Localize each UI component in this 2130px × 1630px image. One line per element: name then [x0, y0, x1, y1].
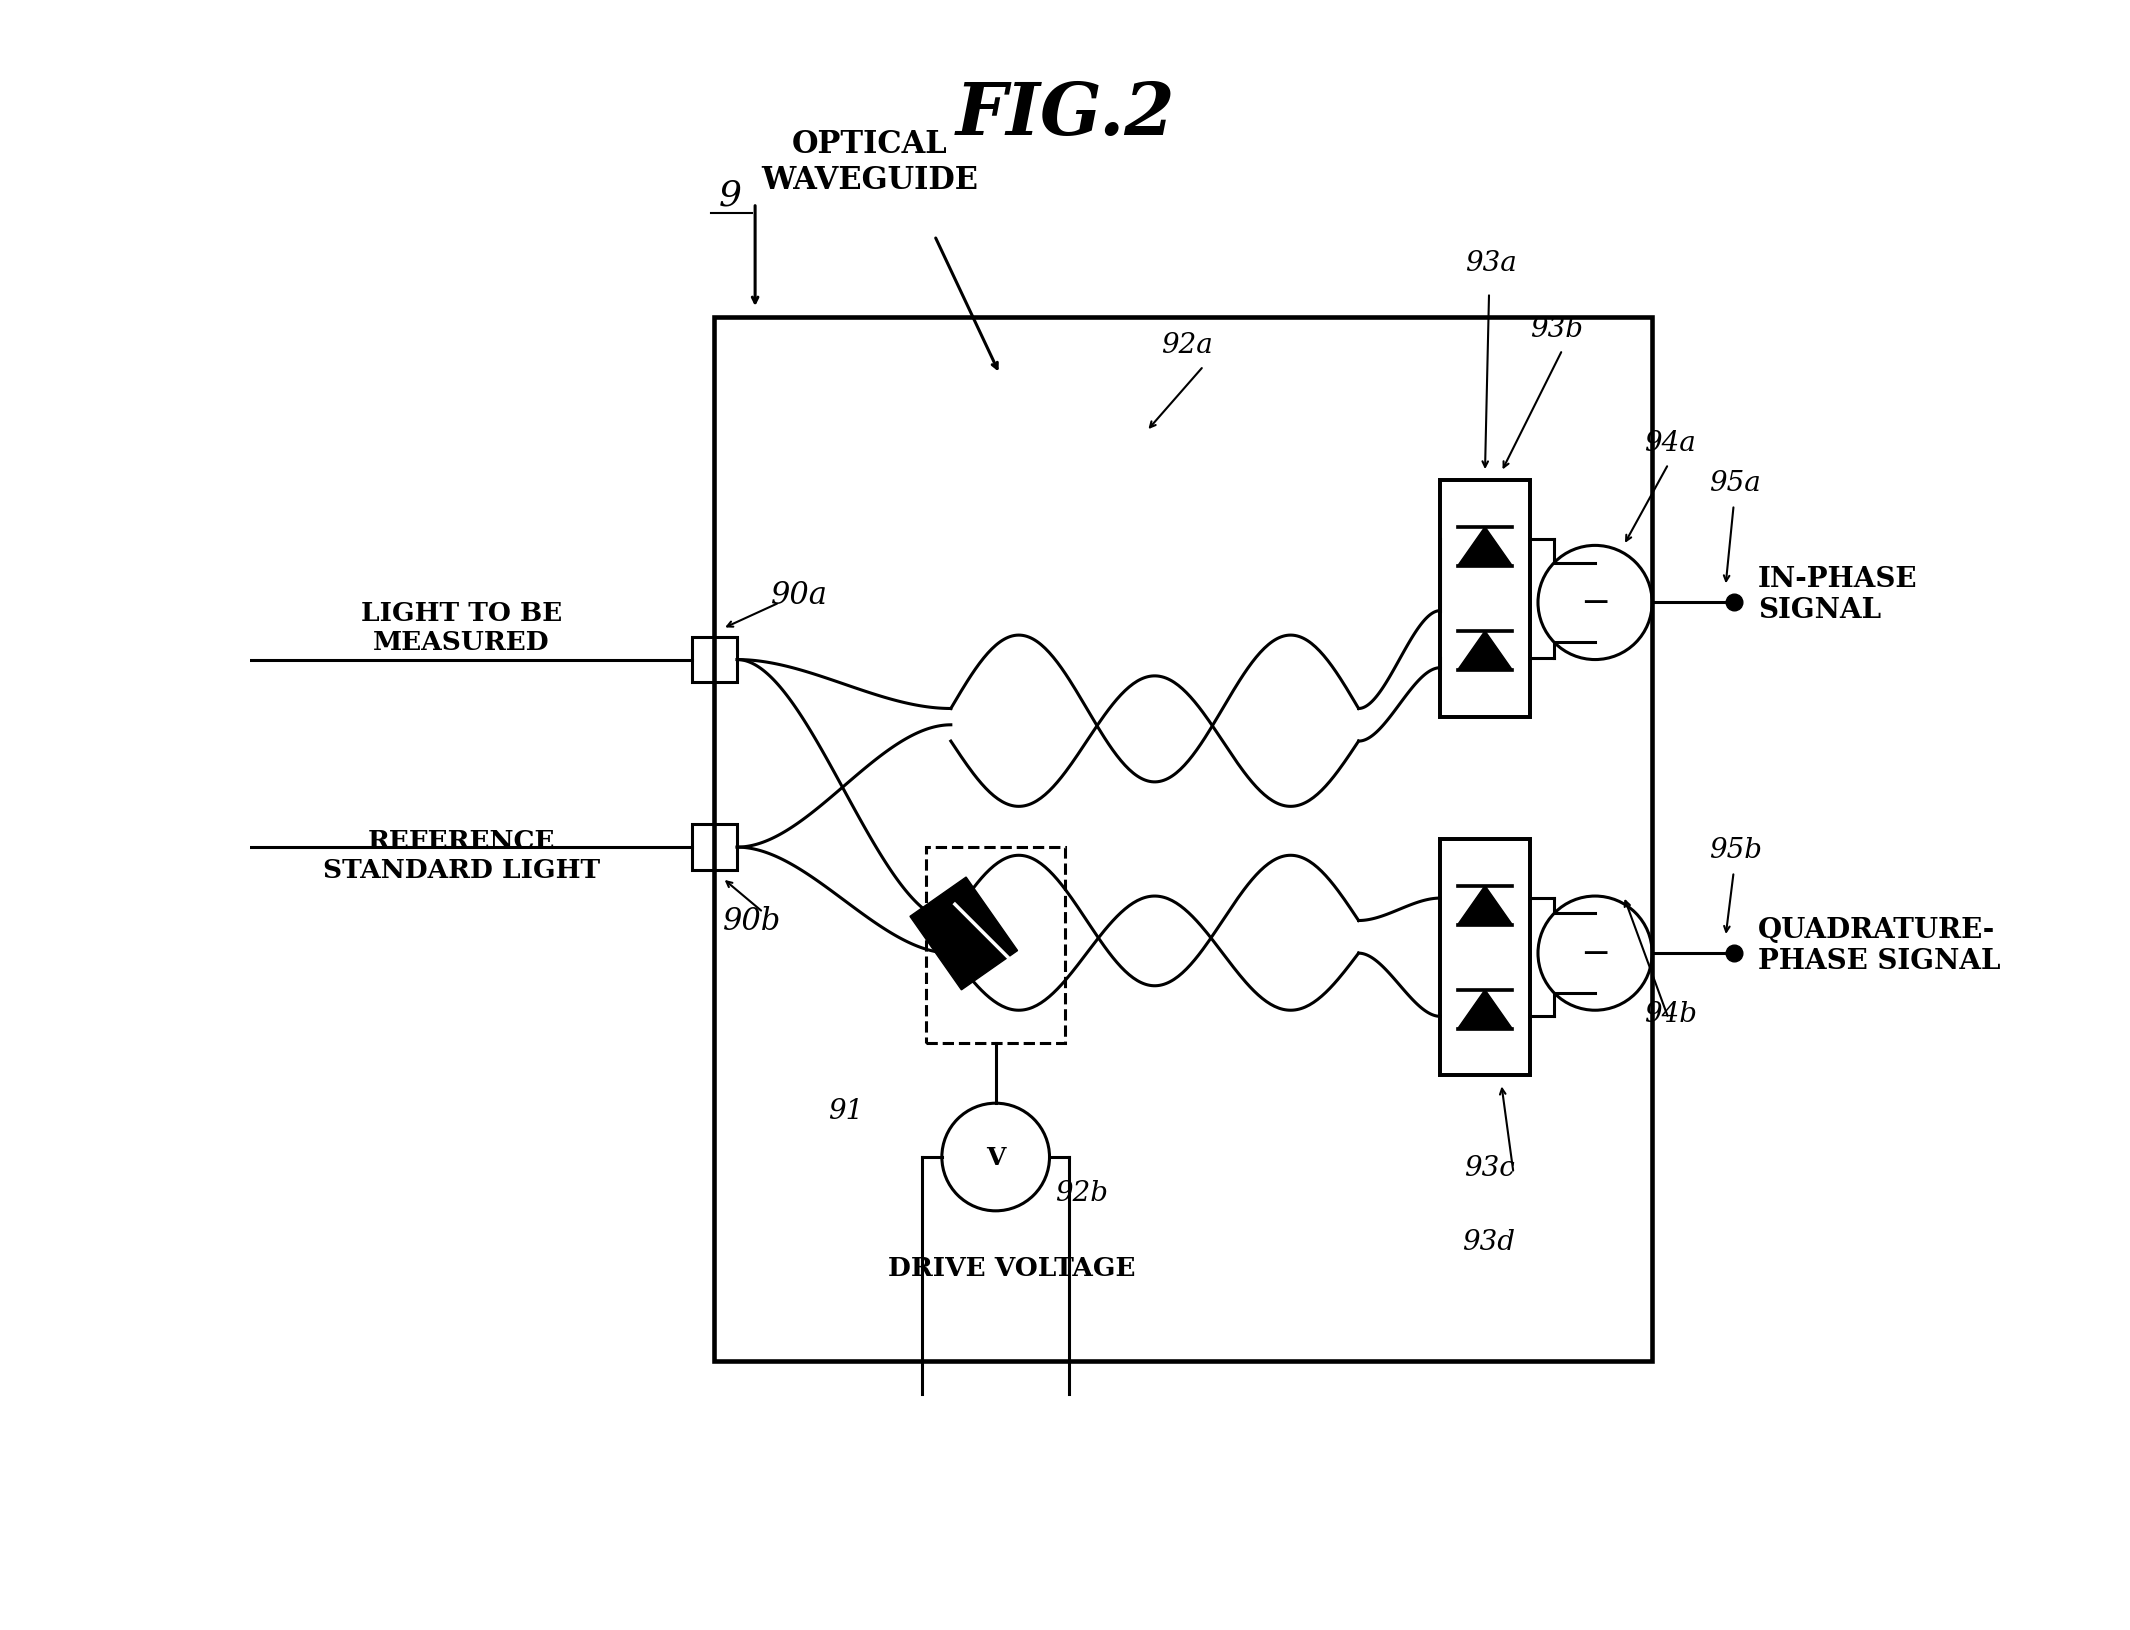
Text: 90b: 90b — [722, 905, 782, 937]
Text: 92a: 92a — [1161, 331, 1214, 359]
Text: IN-PHASE
SIGNAL: IN-PHASE SIGNAL — [1757, 566, 1917, 624]
Bar — [692, 637, 737, 683]
Text: 90a: 90a — [771, 579, 829, 611]
Polygon shape — [1457, 528, 1512, 567]
Bar — [714, 318, 1653, 1361]
Text: 93c: 93c — [1463, 1154, 1514, 1182]
Text: FIG.2: FIG.2 — [954, 78, 1176, 150]
Text: −: − — [1580, 937, 1610, 970]
Polygon shape — [1457, 989, 1512, 1029]
Text: LIGHT TO BE
MEASURED: LIGHT TO BE MEASURED — [360, 600, 562, 655]
Bar — [927, 848, 1065, 1043]
Text: 95b: 95b — [1708, 836, 1762, 864]
Text: DRIVE VOLTAGE: DRIVE VOLTAGE — [888, 1255, 1135, 1280]
Text: 93a: 93a — [1465, 249, 1517, 277]
Bar — [1440, 839, 1529, 1076]
Bar — [910, 877, 1018, 991]
Text: 91: 91 — [829, 1097, 865, 1125]
Text: 94a: 94a — [1644, 429, 1695, 456]
Text: −: − — [1580, 587, 1610, 619]
Polygon shape — [1457, 631, 1512, 670]
Text: 94b: 94b — [1644, 999, 1698, 1027]
Text: OPTICAL
WAVEGUIDE: OPTICAL WAVEGUIDE — [760, 129, 978, 196]
Text: QUADRATURE-
PHASE SIGNAL: QUADRATURE- PHASE SIGNAL — [1757, 916, 2000, 975]
Text: 95a: 95a — [1708, 469, 1762, 497]
Text: 9: 9 — [720, 178, 741, 212]
Text: 93d: 93d — [1463, 1227, 1517, 1255]
Text: V: V — [986, 1146, 1005, 1169]
Polygon shape — [1457, 887, 1512, 926]
Bar — [692, 825, 737, 870]
Text: 92b: 92b — [1054, 1178, 1108, 1206]
Text: 93b: 93b — [1529, 315, 1583, 342]
Text: REFERENCE
STANDARD LIGHT: REFERENCE STANDARD LIGHT — [324, 828, 601, 883]
Bar — [1440, 481, 1529, 717]
